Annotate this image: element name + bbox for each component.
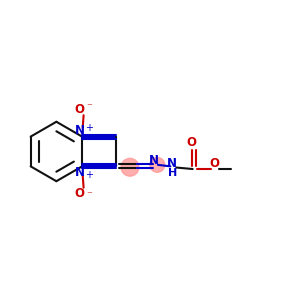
Text: N: N xyxy=(149,154,159,167)
Circle shape xyxy=(150,158,165,172)
Circle shape xyxy=(121,158,139,176)
Text: ⁻: ⁻ xyxy=(86,103,92,112)
Text: N: N xyxy=(75,124,85,136)
Text: H: H xyxy=(168,168,177,178)
Text: N: N xyxy=(167,157,177,170)
Text: +: + xyxy=(85,170,93,180)
Text: +: + xyxy=(85,123,93,133)
Text: O: O xyxy=(74,187,84,200)
Text: ⁻: ⁻ xyxy=(86,190,92,200)
Text: N: N xyxy=(75,167,85,179)
Text: O: O xyxy=(74,103,84,116)
Text: O: O xyxy=(210,157,220,170)
Text: O: O xyxy=(186,136,196,149)
